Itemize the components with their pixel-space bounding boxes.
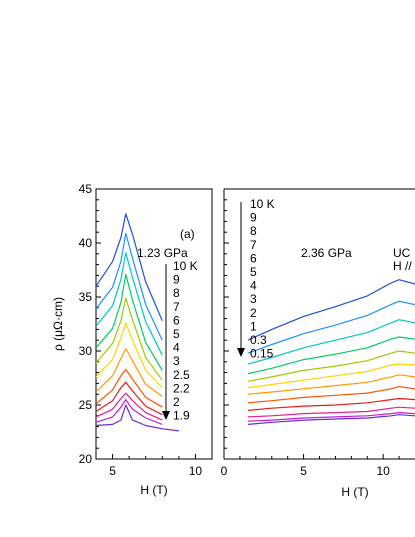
panel-b-pressure-annotation: 2.36 GPa <box>301 246 352 260</box>
panel-a-frame <box>95 188 213 460</box>
panel-a-series-curve <box>95 381 163 416</box>
panel-a-ytick-label: 35 <box>79 290 93 304</box>
panel-b-series-curve <box>247 279 415 341</box>
panel-b-corner-text: H // <box>393 259 412 273</box>
panel-b-series-curve <box>247 300 415 354</box>
panel-a-series-curve <box>95 368 163 408</box>
panel-b-temperature-label: 0.15 <box>250 347 274 361</box>
panel-a-series-curve <box>95 213 163 322</box>
panel-b-series-curve <box>247 386 415 404</box>
panel-a-series-curve <box>95 273 163 371</box>
panel-a-temperature-arrowhead <box>162 411 170 420</box>
panel-b-series-curve <box>247 412 415 422</box>
panel-a-series-curve <box>95 252 163 356</box>
panel-b-series-curve <box>247 336 415 375</box>
panel-b-temperature-label: 6 <box>250 251 257 265</box>
panel-a-ytick-label: 45 <box>79 182 93 196</box>
panel-a-xtick-label: 10 <box>189 464 203 478</box>
panel-b-series-curve <box>247 363 415 389</box>
panel-b-temperature-label: 7 <box>250 238 257 252</box>
panel-b-temperature-label: 0.3 <box>250 333 267 347</box>
panel-b-temperature-label: 9 <box>250 211 257 225</box>
panel-b-xtick-label: 10 <box>376 464 390 478</box>
panel-a-temperature-label: 2.2 <box>173 381 190 395</box>
y-axis-label: ρ (μΩ·cm) <box>51 297 65 351</box>
panel-b-series-curve <box>247 397 415 411</box>
panel-b-temperature-arrowhead <box>237 348 245 357</box>
panel-a-series-curve <box>95 399 163 425</box>
panel-a-series-curve <box>95 392 163 421</box>
panel-b-x-axis-label: H (T) <box>341 485 368 499</box>
panel-b-temperature-label: 4 <box>250 279 257 293</box>
panel-b-series-curve <box>247 319 415 365</box>
panel-a-series-curve <box>95 322 163 389</box>
panel-a-series-curve <box>95 297 163 381</box>
panel-a-series-curve <box>95 404 179 432</box>
panel-a-pressure-annotation: 1.23 GPa <box>137 246 188 260</box>
panel-a-temperature-label: 9 <box>173 273 180 287</box>
panel-a-temperature-label: 2.5 <box>173 368 190 382</box>
panel-b-temperature-label: 10 K <box>250 197 275 211</box>
panel-a-temperature-label: 2 <box>173 395 180 409</box>
panel-a-x-axis-label: H (T) <box>140 483 167 497</box>
panel-b-temperature-label: 3 <box>250 292 257 306</box>
panel-b-series-curve <box>247 374 415 395</box>
panel-b-series-curve <box>247 350 415 382</box>
panel-a-temperature-label: 3 <box>173 354 180 368</box>
panel-b-temperature-label: 8 <box>250 224 257 238</box>
panel-a-label: (a) <box>180 227 195 241</box>
panel-a-ytick-label: 25 <box>79 398 93 412</box>
panel-a-temperature-label: 8 <box>173 286 180 300</box>
panel-b-temperature-label: 2 <box>250 306 257 320</box>
panel-a-temperature-label: 5 <box>173 327 180 341</box>
panel-a-temperature-label: 6 <box>173 313 180 327</box>
panel-a-xtick-label: 5 <box>109 464 116 478</box>
panel-a-temperature-label: 4 <box>173 341 180 355</box>
panel-b-series-curve <box>247 406 415 418</box>
panel-a-temperature-label: 7 <box>173 300 180 314</box>
panel-a-ytick-label: 20 <box>79 452 93 466</box>
panel-a-series-curve <box>95 348 163 397</box>
panel-a-ytick-label: 40 <box>79 236 93 250</box>
panel-b-corner-text: UC <box>393 246 411 260</box>
panel-b-temperature-label: 1 <box>250 319 257 333</box>
panel-b-xtick-label: 0 <box>221 464 228 478</box>
panel-b-xtick-label: 5 <box>300 464 307 478</box>
panel-b-temperature-label: 5 <box>250 265 257 279</box>
panel-a-temperature-label: 1.9 <box>173 409 190 423</box>
panel-a-ytick-label: 30 <box>79 344 93 358</box>
panel-a-temperature-label: 10 K <box>173 259 198 273</box>
panel-a-series-curve <box>95 232 163 341</box>
panel-b-series-curve <box>247 414 415 425</box>
